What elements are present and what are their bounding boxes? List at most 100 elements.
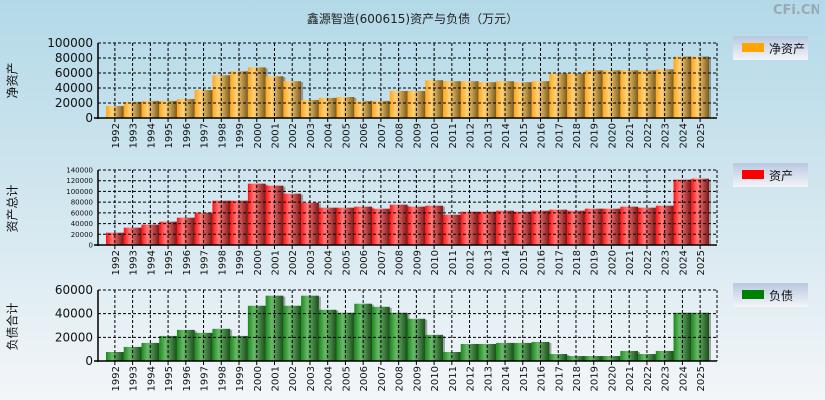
x-tick-label: 2000 <box>253 123 264 148</box>
x-tick-label: 2016 <box>537 250 548 275</box>
x-tick-label: 1999 <box>235 250 246 275</box>
svg-text:CFi.CN: CFi.CN <box>773 3 819 16</box>
y-tick-label: 20000 <box>55 96 93 110</box>
x-tick-label: 1993 <box>129 250 140 275</box>
bar-1992 <box>106 106 124 118</box>
x-tick-label: 2013 <box>483 123 494 148</box>
y-axis-label-net-assets: 净资产 <box>5 62 20 99</box>
x-tick-label: 2003 <box>306 366 317 391</box>
y-tick-label: 60000 <box>55 66 93 80</box>
bar-1998 <box>212 75 231 118</box>
x-tick-label: 2006 <box>359 123 370 148</box>
x-tick-label: 2017 <box>554 250 565 275</box>
bar-2007 <box>372 306 390 361</box>
x-tick-label: 2021 <box>625 250 636 275</box>
bar-2002 <box>283 305 302 361</box>
x-tick-label: 1993 <box>129 366 140 391</box>
x-tick-label: 2010 <box>430 366 441 391</box>
x-tick-label: 2014 <box>501 250 512 275</box>
legend-label: 净资产 <box>769 42 806 56</box>
x-tick-label: 1992 <box>111 123 122 148</box>
x-tick-label: 2010 <box>430 123 441 148</box>
x-tick-label: 2021 <box>625 123 636 148</box>
x-tick-label: 1992 <box>111 250 122 275</box>
x-tick-label: 2022 <box>643 250 654 275</box>
x-tick-label: 2016 <box>537 123 548 148</box>
legend-label: 负债 <box>769 289 794 303</box>
bar-2000 <box>247 305 266 361</box>
x-tick-label: 1993 <box>129 123 140 148</box>
x-tick-label: 2004 <box>324 366 335 391</box>
x-tick-label: 2021 <box>625 366 636 391</box>
y-tick-label: 20000 <box>55 330 93 344</box>
x-tick-label: 2012 <box>466 250 477 275</box>
x-tick-label: 2002 <box>288 123 299 148</box>
x-tick-label: 2007 <box>377 366 388 391</box>
x-tick-label: 1995 <box>164 250 175 275</box>
x-tick-label: 1994 <box>146 366 157 391</box>
bar-2013 <box>478 211 497 245</box>
x-tick-label: 2015 <box>519 250 530 275</box>
x-tick-label: 2005 <box>341 123 352 148</box>
bar-2000 <box>247 67 266 118</box>
x-tick-label: 2002 <box>288 250 299 275</box>
y-axis-label-total-liabilities: 负债合计 <box>5 302 20 351</box>
x-tick-label: 2001 <box>270 123 281 148</box>
bar-2003 <box>301 295 319 361</box>
x-tick-label: 2023 <box>661 123 672 148</box>
x-tick-label: 2013 <box>483 366 494 391</box>
x-tick-label: 2020 <box>607 250 618 275</box>
bar-2011 <box>442 214 461 245</box>
x-tick-label: 2025 <box>696 250 707 275</box>
x-tick-label: 2025 <box>696 123 707 148</box>
x-tick-label: 2004 <box>324 123 335 148</box>
y-tick-label: 40000 <box>55 307 93 321</box>
x-tick-label: 2015 <box>519 366 530 391</box>
chart-title: 鑫源智造(600615)资产与负债（万元） <box>306 12 519 26</box>
bar-1992 <box>106 232 124 245</box>
x-tick-label: 1997 <box>200 366 211 391</box>
x-tick-label: 2024 <box>678 123 689 148</box>
y-tick-label: 0 <box>89 242 93 250</box>
x-tick-label: 1994 <box>146 250 157 275</box>
bar-2005 <box>336 97 355 118</box>
x-tick-label: 2004 <box>324 250 335 275</box>
x-tick-label: 2025 <box>696 366 707 391</box>
x-tick-label: 2000 <box>253 250 264 275</box>
x-tick-label: 2016 <box>537 366 548 391</box>
bar-2000 <box>247 183 266 245</box>
y-tick-label: 140000 <box>66 167 93 175</box>
x-tick-label: 2014 <box>501 366 512 391</box>
x-tick-label: 2019 <box>590 366 601 391</box>
x-tick-label: 2000 <box>253 366 264 391</box>
x-tick-label: 1996 <box>182 123 193 148</box>
x-tick-label: 2009 <box>412 123 423 148</box>
y-axis-label-total-assets: 资产总计 <box>5 184 20 233</box>
bar-2012 <box>460 211 479 245</box>
bar-2008 <box>389 204 408 245</box>
x-tick-label: 2020 <box>607 123 618 148</box>
x-tick-label: 2012 <box>466 123 477 148</box>
x-tick-label: 2017 <box>554 123 565 148</box>
x-tick-label: 2001 <box>270 250 281 275</box>
bar-1995 <box>159 221 177 245</box>
x-tick-label: 1996 <box>182 366 193 391</box>
x-tick-label: 2005 <box>341 366 352 391</box>
x-tick-label: 2019 <box>590 250 601 275</box>
bar-2001 <box>265 295 284 361</box>
x-tick-label: 2006 <box>359 366 370 391</box>
x-tick-label: 1998 <box>217 366 228 391</box>
bar-2019 <box>584 356 603 361</box>
bar-1999 <box>230 335 248 361</box>
x-tick-label: 2009 <box>412 250 423 275</box>
y-tick-label: 80000 <box>71 199 93 207</box>
x-tick-label: 2013 <box>483 250 494 275</box>
y-tick-label: 80000 <box>55 51 93 65</box>
x-tick-label: 1999 <box>235 123 246 148</box>
x-tick-label: 2020 <box>607 366 618 391</box>
x-tick-label: 2002 <box>288 366 299 391</box>
y-tick-label: 120000 <box>66 177 93 185</box>
x-tick-label: 2011 <box>448 366 459 391</box>
bar-1997 <box>194 212 213 245</box>
